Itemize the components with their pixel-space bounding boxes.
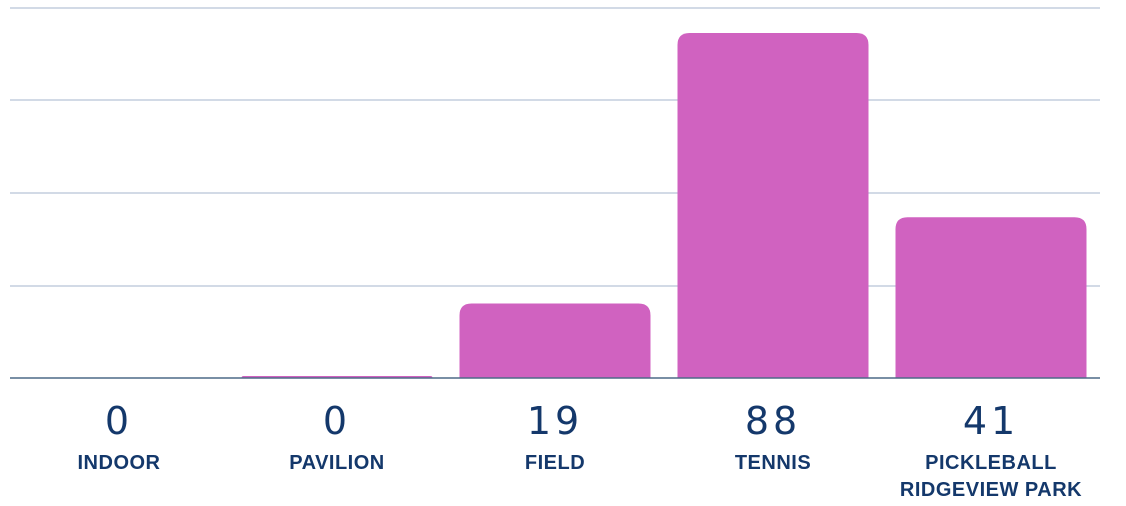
category-label-line: RIDGEVIEW PARK bbox=[900, 479, 1082, 501]
value-label: 0 bbox=[105, 399, 133, 443]
category-label: TENNIS bbox=[735, 452, 811, 474]
bars bbox=[241, 33, 1087, 378]
value-label: 0 bbox=[323, 399, 351, 443]
bar-pickleball-ridgeview-park bbox=[895, 217, 1087, 378]
value-labels: 0 0 19 88 41 bbox=[105, 399, 1019, 443]
category-label: INDOOR bbox=[78, 452, 161, 474]
category-label: FIELD bbox=[525, 452, 585, 474]
bar-tennis bbox=[677, 33, 869, 378]
category-label: PAVILION bbox=[289, 452, 384, 474]
category-label: PICKLEBALL RIDGEVIEW PARK bbox=[900, 452, 1082, 501]
category-label-line: PAVILION bbox=[289, 452, 384, 474]
category-label-line: PICKLEBALL bbox=[925, 452, 1057, 474]
bar-field bbox=[459, 303, 651, 378]
category-label-line: FIELD bbox=[525, 452, 585, 474]
value-label: 41 bbox=[963, 399, 1019, 443]
value-label: 88 bbox=[745, 399, 801, 443]
value-label: 19 bbox=[527, 399, 583, 443]
category-label-line: TENNIS bbox=[735, 452, 811, 474]
category-labels: INDOOR PAVILION FIELD TENNIS PICKLEBALL RIDGE… bbox=[78, 452, 1082, 501]
category-label-line: INDOOR bbox=[78, 452, 161, 474]
